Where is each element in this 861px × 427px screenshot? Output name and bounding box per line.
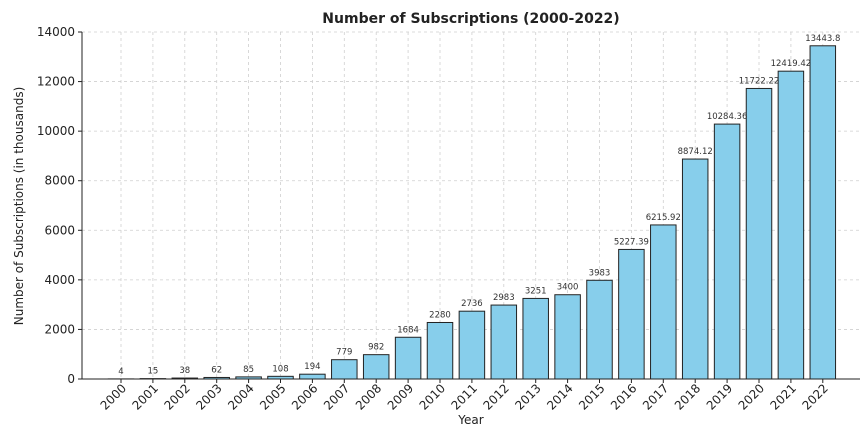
bar-2015 bbox=[586, 279, 613, 380]
x-tick-label: 2012 bbox=[480, 381, 511, 412]
x-tick-label: 2010 bbox=[417, 381, 448, 412]
data-label-2005: 108 bbox=[272, 364, 288, 374]
data-label-2015: 3983 bbox=[589, 268, 611, 278]
x-tick-label: 2015 bbox=[576, 381, 607, 412]
data-label-2010: 2280 bbox=[429, 310, 451, 320]
x-tick-label: 2019 bbox=[704, 381, 735, 412]
bar-2021 bbox=[777, 70, 805, 380]
bar-2020 bbox=[745, 87, 773, 380]
x-tick-label: 2020 bbox=[736, 381, 767, 412]
x-tick-label: 2014 bbox=[544, 381, 575, 412]
data-label-2017: 6215.92 bbox=[646, 213, 681, 223]
x-tick-label: 2005 bbox=[257, 381, 288, 412]
data-label-2002: 38 bbox=[179, 366, 190, 376]
y-tick-label: 0 bbox=[67, 372, 75, 386]
data-label-2014: 3400 bbox=[557, 283, 579, 293]
data-label-2009: 1684 bbox=[397, 325, 419, 335]
data-label-2001: 15 bbox=[147, 367, 158, 377]
y-tick-label: 10000 bbox=[37, 124, 75, 138]
data-label-2013: 3251 bbox=[525, 286, 547, 296]
x-tick-label: 2001 bbox=[130, 381, 161, 412]
y-tick-label: 2000 bbox=[44, 322, 75, 336]
data-label-2000: 4 bbox=[118, 367, 123, 377]
x-tick-label: 2018 bbox=[672, 381, 703, 412]
data-label-2020: 11722.22 bbox=[739, 76, 780, 86]
x-tick-label: 2003 bbox=[193, 381, 224, 412]
y-axis-label: Number of Subscriptions (in thousands) bbox=[12, 87, 26, 325]
bar-2013 bbox=[522, 297, 549, 380]
x-tick-label: 2002 bbox=[161, 381, 192, 412]
bar-2006 bbox=[299, 373, 326, 380]
data-label-2019: 10284.36 bbox=[707, 112, 748, 122]
data-label-2003: 62 bbox=[211, 365, 222, 375]
x-tick-label: 2007 bbox=[321, 381, 352, 412]
bar-2016 bbox=[618, 248, 645, 380]
y-tick-label: 8000 bbox=[44, 174, 75, 188]
data-label-2007: 779 bbox=[336, 348, 352, 358]
x-tick-label: 2011 bbox=[449, 381, 480, 412]
y-tick-label: 12000 bbox=[37, 75, 75, 89]
bar-2007 bbox=[331, 359, 358, 380]
y-tick-label: 14000 bbox=[37, 25, 75, 39]
bar-2022 bbox=[809, 45, 837, 380]
x-tick-label: 2009 bbox=[385, 381, 416, 412]
data-label-2011: 2736 bbox=[461, 299, 483, 309]
data-label-2004: 85 bbox=[243, 365, 254, 375]
x-tick-label: 2004 bbox=[225, 381, 256, 412]
bar-2018 bbox=[681, 158, 709, 380]
data-label-2018: 8874.12 bbox=[678, 147, 713, 157]
x-tick-label: 2022 bbox=[799, 381, 830, 412]
data-label-2008: 982 bbox=[368, 343, 384, 353]
bar-2017 bbox=[650, 224, 677, 380]
bar-2010 bbox=[426, 321, 454, 380]
bar-2012 bbox=[490, 304, 518, 380]
bar-2009 bbox=[394, 336, 422, 380]
x-tick-label: 2006 bbox=[289, 381, 320, 412]
data-label-layer: 4 15 38 62 85 108 194 779 982 1684 2280 2736 2983 325… bbox=[118, 34, 840, 377]
x-axis-label: Year bbox=[457, 413, 483, 427]
data-label-2006: 194 bbox=[304, 362, 320, 372]
data-label-2016: 5227.39 bbox=[614, 237, 649, 247]
x-tick-label: 2017 bbox=[640, 381, 671, 412]
data-label-2012: 2983 bbox=[493, 293, 515, 303]
x-tick-label: 2016 bbox=[608, 381, 639, 412]
x-tick-label: 2000 bbox=[98, 381, 129, 412]
y-tick-label: 4000 bbox=[44, 273, 75, 287]
y-tick-label: 6000 bbox=[44, 223, 75, 237]
data-label-2021: 12419.42 bbox=[771, 59, 812, 69]
bar-2019 bbox=[713, 123, 741, 380]
x-tick-label: 2013 bbox=[512, 381, 543, 412]
chart-title: Number of Subscriptions (2000-2022) bbox=[322, 11, 619, 27]
x-tick-label: 2021 bbox=[768, 381, 799, 412]
bar-layer bbox=[107, 45, 837, 380]
bar-2014 bbox=[554, 294, 581, 380]
bar-2011 bbox=[458, 310, 486, 380]
x-tick-label: 2008 bbox=[353, 381, 384, 412]
bar-2008 bbox=[362, 354, 390, 380]
data-label-2022: 13443.8 bbox=[805, 34, 840, 44]
